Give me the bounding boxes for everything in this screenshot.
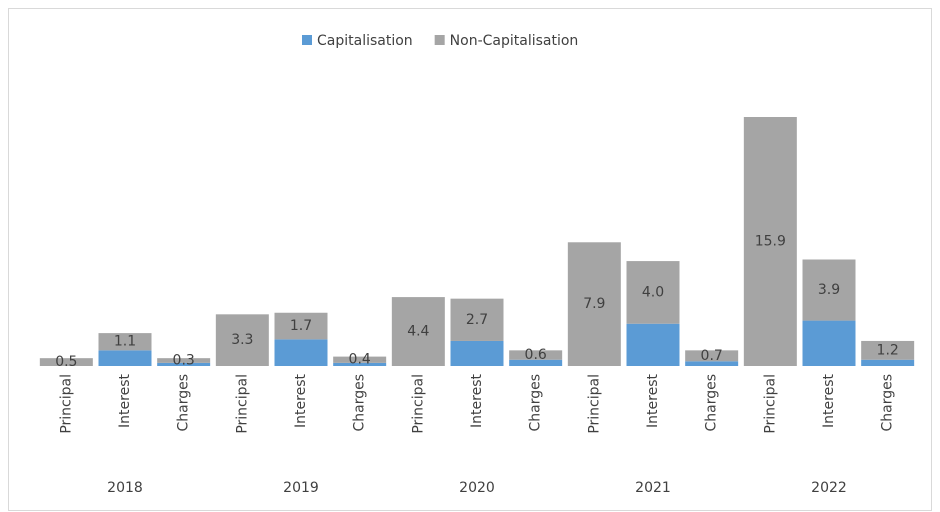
x-tick-label: Principal	[410, 374, 426, 434]
bar-segment	[685, 350, 739, 362]
bar-segment	[215, 314, 269, 366]
data-label: 3.3	[231, 332, 253, 348]
bar-segment	[450, 298, 504, 341]
data-label: 4.0	[642, 284, 664, 300]
data-label: 0.4	[349, 352, 371, 368]
x-tick-label: Interest	[469, 373, 485, 427]
bar-segment	[802, 259, 856, 321]
bar-segment	[274, 339, 328, 366]
bar-segment	[567, 242, 621, 366]
bar-segment	[861, 340, 915, 360]
group-label: 2020	[459, 480, 495, 496]
bar-segment	[743, 117, 797, 366]
x-tick-label: Interest	[645, 373, 661, 427]
data-label: 0.6	[525, 347, 547, 363]
data-label: 0.3	[173, 353, 195, 369]
bar-segment	[861, 359, 915, 366]
bar-segment	[98, 333, 152, 351]
bar-segment	[157, 358, 211, 363]
bar-segment	[450, 340, 504, 366]
bar-segment	[98, 350, 152, 366]
bar-segment	[333, 356, 387, 363]
x-tick-label: Principal	[234, 374, 250, 434]
bar-segment	[333, 362, 387, 366]
x-tick-label: Principal	[58, 374, 74, 434]
x-tick-label: Interest	[293, 373, 309, 427]
data-label: 3.9	[818, 282, 840, 298]
data-label: 0.7	[701, 348, 723, 364]
bar-segment	[802, 320, 856, 366]
bar-segment	[157, 362, 211, 366]
legend-label: Non-Capitalisation	[450, 33, 579, 49]
x-tick-label: Principal	[762, 374, 778, 434]
legend-swatch	[434, 35, 445, 45]
x-tick-label: Interest	[117, 373, 133, 427]
x-tick-label: Charges	[528, 374, 544, 432]
bar-segment	[626, 261, 680, 324]
bar-segment	[685, 361, 739, 366]
bar-segment	[391, 297, 445, 366]
x-tick-label: Charges	[352, 374, 368, 432]
bar-segment	[509, 359, 563, 366]
bar-segment	[626, 323, 680, 366]
data-label: 4.4	[407, 324, 429, 340]
legend-label: Capitalisation	[317, 33, 413, 49]
bar-segment	[39, 358, 93, 366]
bar-segment	[509, 350, 563, 360]
group-label: 2019	[283, 480, 319, 496]
x-tick-label: Charges	[880, 374, 896, 432]
data-label: 2.7	[466, 312, 488, 328]
data-label: 1.7	[290, 318, 312, 334]
data-label: 0.5	[55, 354, 77, 370]
data-label: 7.9	[583, 296, 605, 312]
data-label: 1.2	[877, 342, 899, 358]
group-label: 2021	[635, 480, 671, 496]
x-tick-label: Charges	[176, 374, 192, 432]
data-label: 1.1	[114, 334, 136, 350]
x-tick-label: Principal	[586, 374, 602, 434]
legend-swatch	[302, 35, 312, 45]
group-label: 2022	[811, 480, 847, 496]
data-label: 15.9	[755, 234, 786, 250]
bar-segment	[274, 312, 328, 340]
group-label: 2018	[107, 480, 143, 496]
x-tick-label: Charges	[704, 374, 720, 432]
x-tick-label: Interest	[821, 373, 837, 427]
